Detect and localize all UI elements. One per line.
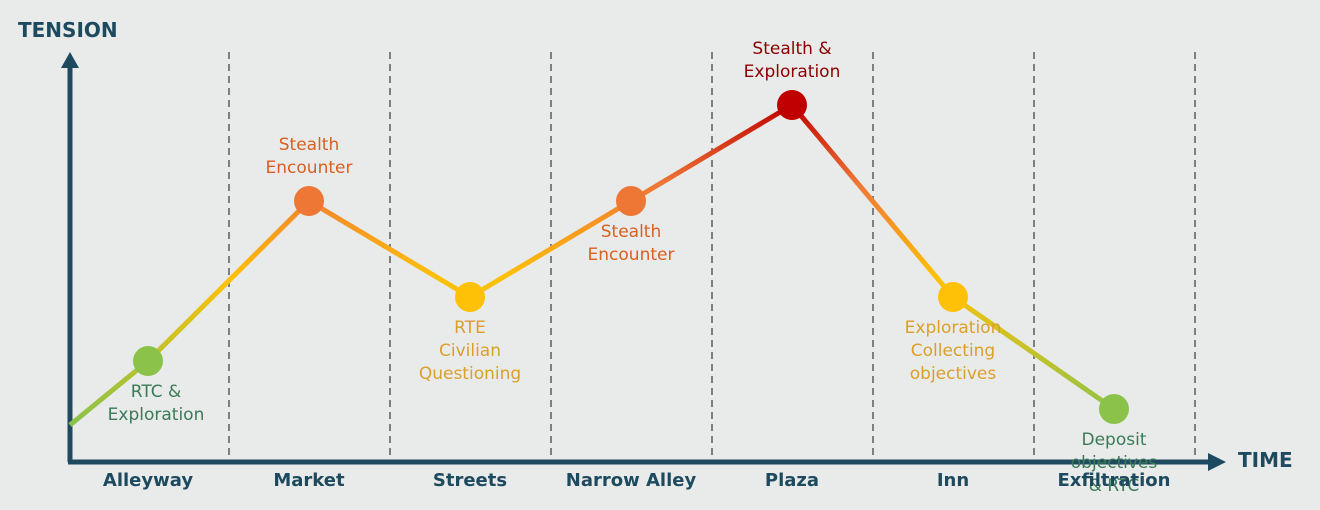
category-label: Streets xyxy=(433,470,507,491)
point-label: RTC & Exploration xyxy=(108,382,205,425)
point-label: Stealth Encounter xyxy=(266,135,353,178)
section-dividers xyxy=(228,52,1196,460)
point-label-line: Exploration xyxy=(905,318,1002,338)
data-point xyxy=(1099,394,1129,424)
point-label-line: Encounter xyxy=(266,158,353,178)
point-label: Exploration Collecting objectives xyxy=(905,318,1002,384)
point-label-line: RTE xyxy=(454,318,486,338)
point-label: Deposit objectives & RTC xyxy=(1071,430,1158,496)
data-point xyxy=(294,186,324,216)
data-point xyxy=(455,282,485,312)
point-label-line: objectives xyxy=(910,364,997,384)
point-labels: RTC & Exploration Stealth Encounter RTE Civil… xyxy=(108,39,1158,496)
point-label-line: Questioning xyxy=(419,364,521,384)
tension-series-line xyxy=(68,102,1116,427)
point-label-line: Exploration xyxy=(108,405,205,425)
data-points xyxy=(133,90,1129,424)
point-label: Stealth Encounter xyxy=(588,222,675,265)
point-label-line: Stealth & xyxy=(752,39,831,59)
point-label-line: Deposit xyxy=(1082,430,1147,450)
category-label: Exfiltration xyxy=(1057,470,1170,491)
axes: TENSION TIME xyxy=(18,18,1293,472)
data-point xyxy=(616,186,646,216)
y-axis-title: TENSION xyxy=(18,18,118,42)
point-label-line: Stealth xyxy=(279,135,340,155)
point-label-line: RTC & xyxy=(131,382,182,402)
category-label: Inn xyxy=(937,470,969,491)
data-point xyxy=(133,346,163,376)
category-label: Narrow Alley xyxy=(566,470,697,491)
point-label: Stealth & Exploration xyxy=(744,39,841,82)
y-axis-arrow-icon xyxy=(61,52,79,68)
data-point xyxy=(777,90,807,120)
point-label-line: Encounter xyxy=(588,245,675,265)
category-label: Alleyway xyxy=(103,470,193,491)
point-label-line: & RTC xyxy=(1089,476,1140,496)
point-label-line: Exploration xyxy=(744,62,841,82)
category-label: Plaza xyxy=(765,470,819,491)
category-labels: Alleyway Market Streets Narrow Alley Plaza In… xyxy=(103,470,1171,491)
x-axis-arrow-icon xyxy=(1208,453,1226,471)
category-label: Market xyxy=(273,470,345,491)
point-label-line: Civilian xyxy=(439,341,501,361)
x-axis-title: TIME xyxy=(1238,448,1293,472)
point-label-line: objectives xyxy=(1071,453,1158,473)
point-label-line: Stealth xyxy=(601,222,662,242)
point-label-line: Collecting xyxy=(911,341,995,361)
data-point xyxy=(938,282,968,312)
point-label: RTE Civilian Questioning xyxy=(419,318,521,384)
